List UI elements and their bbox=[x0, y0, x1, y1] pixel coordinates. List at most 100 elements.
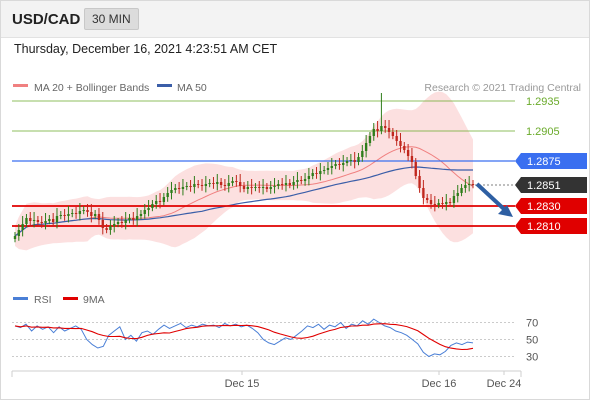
x-tick-label: Dec 24 bbox=[487, 378, 522, 390]
candle-body bbox=[460, 188, 463, 193]
level-tag-1.2875 bbox=[515, 153, 587, 169]
candle-body bbox=[51, 219, 55, 222]
candle bbox=[277, 180, 280, 190]
candle bbox=[13, 232, 17, 243]
candle bbox=[372, 123, 375, 141]
candle-body bbox=[36, 220, 40, 222]
candle bbox=[155, 195, 158, 209]
candle-body bbox=[174, 188, 177, 190]
candle bbox=[239, 174, 242, 193]
candle-body bbox=[63, 215, 66, 216]
candle-body bbox=[139, 214, 143, 216]
candle-body bbox=[71, 213, 74, 214]
candle bbox=[93, 210, 97, 220]
rsi-ma-legend-label: 9MA bbox=[83, 294, 105, 306]
candle-body bbox=[338, 164, 341, 165]
candle-body bbox=[452, 196, 456, 203]
candle-body bbox=[40, 222, 43, 223]
candle bbox=[414, 158, 417, 180]
candle bbox=[464, 179, 467, 193]
candle bbox=[334, 160, 337, 170]
candle-body bbox=[177, 188, 181, 189]
candle bbox=[227, 175, 230, 193]
candle-body bbox=[406, 150, 410, 156]
rsi-line bbox=[14, 318, 474, 358]
candle-body bbox=[471, 184, 475, 185]
candle-body bbox=[101, 220, 104, 228]
candle bbox=[128, 214, 131, 224]
candle bbox=[303, 173, 307, 186]
candle-body bbox=[32, 220, 36, 221]
ma50-legend-swatch bbox=[157, 84, 172, 87]
candle-body bbox=[280, 184, 284, 185]
x-tick-label: Dec 16 bbox=[422, 378, 457, 390]
candle-body bbox=[59, 215, 62, 216]
candle bbox=[32, 212, 36, 228]
candle bbox=[36, 216, 40, 226]
rsi-legend-label: RSI bbox=[34, 294, 52, 306]
rsi-ma-legend-swatch bbox=[63, 297, 78, 300]
copyright-text: Research © 2021 Trading Central bbox=[424, 82, 581, 94]
candle bbox=[17, 224, 20, 241]
candle bbox=[29, 212, 32, 226]
candle-body bbox=[258, 187, 261, 188]
candle-body bbox=[345, 161, 349, 163]
candle bbox=[116, 218, 120, 228]
candle-body bbox=[105, 228, 108, 230]
candle-body bbox=[158, 201, 162, 202]
candle-body bbox=[307, 176, 311, 179]
candle bbox=[59, 211, 62, 220]
candle-body bbox=[319, 171, 322, 174]
level-tag-1.2830 bbox=[515, 198, 587, 214]
candle-body bbox=[395, 136, 398, 141]
candle bbox=[105, 224, 108, 234]
candle-body bbox=[342, 163, 345, 165]
candle bbox=[250, 179, 253, 195]
candle-body bbox=[311, 173, 314, 176]
rsi-ma-line bbox=[14, 323, 474, 351]
interval-button[interactable]: 30 MIN bbox=[84, 8, 139, 30]
candle bbox=[86, 204, 89, 217]
candle bbox=[258, 181, 261, 193]
candle-body bbox=[426, 198, 429, 200]
candle bbox=[254, 183, 257, 192]
candle bbox=[269, 181, 272, 194]
candle-body bbox=[189, 186, 192, 187]
candle bbox=[135, 208, 139, 227]
candle bbox=[44, 213, 47, 230]
candle bbox=[200, 179, 204, 191]
candle bbox=[78, 203, 82, 221]
candle bbox=[246, 181, 249, 194]
candle bbox=[261, 179, 265, 195]
candle-body bbox=[265, 187, 269, 189]
candle bbox=[391, 128, 395, 140]
candle-body bbox=[387, 128, 391, 132]
candle-body bbox=[223, 185, 227, 186]
candle bbox=[307, 168, 311, 186]
candle bbox=[468, 176, 471, 192]
candle bbox=[189, 180, 192, 192]
candle bbox=[231, 177, 234, 187]
candle bbox=[51, 213, 55, 227]
candle-body bbox=[181, 187, 185, 189]
candle-body bbox=[254, 187, 257, 188]
rsi-tick-30: 30 bbox=[526, 352, 538, 364]
candle bbox=[330, 158, 333, 175]
candle bbox=[242, 182, 246, 193]
candle-body bbox=[433, 204, 437, 205]
projection-arrow-shaft bbox=[475, 182, 507, 212]
candle-body bbox=[353, 160, 356, 162]
chart-header: USD/CAD 30 MIN bbox=[1, 1, 589, 38]
candle-body bbox=[441, 203, 444, 204]
candle bbox=[40, 216, 43, 228]
level-tag-1.2851 bbox=[515, 177, 587, 193]
candle bbox=[204, 176, 208, 193]
candle-body bbox=[296, 180, 299, 182]
candle-body bbox=[97, 214, 101, 220]
candle bbox=[364, 135, 368, 158]
symbol-title: USD/CAD bbox=[12, 11, 81, 28]
candle bbox=[265, 183, 269, 193]
candle bbox=[429, 194, 433, 209]
level-label-1.2830: 1.2830 bbox=[527, 201, 561, 213]
